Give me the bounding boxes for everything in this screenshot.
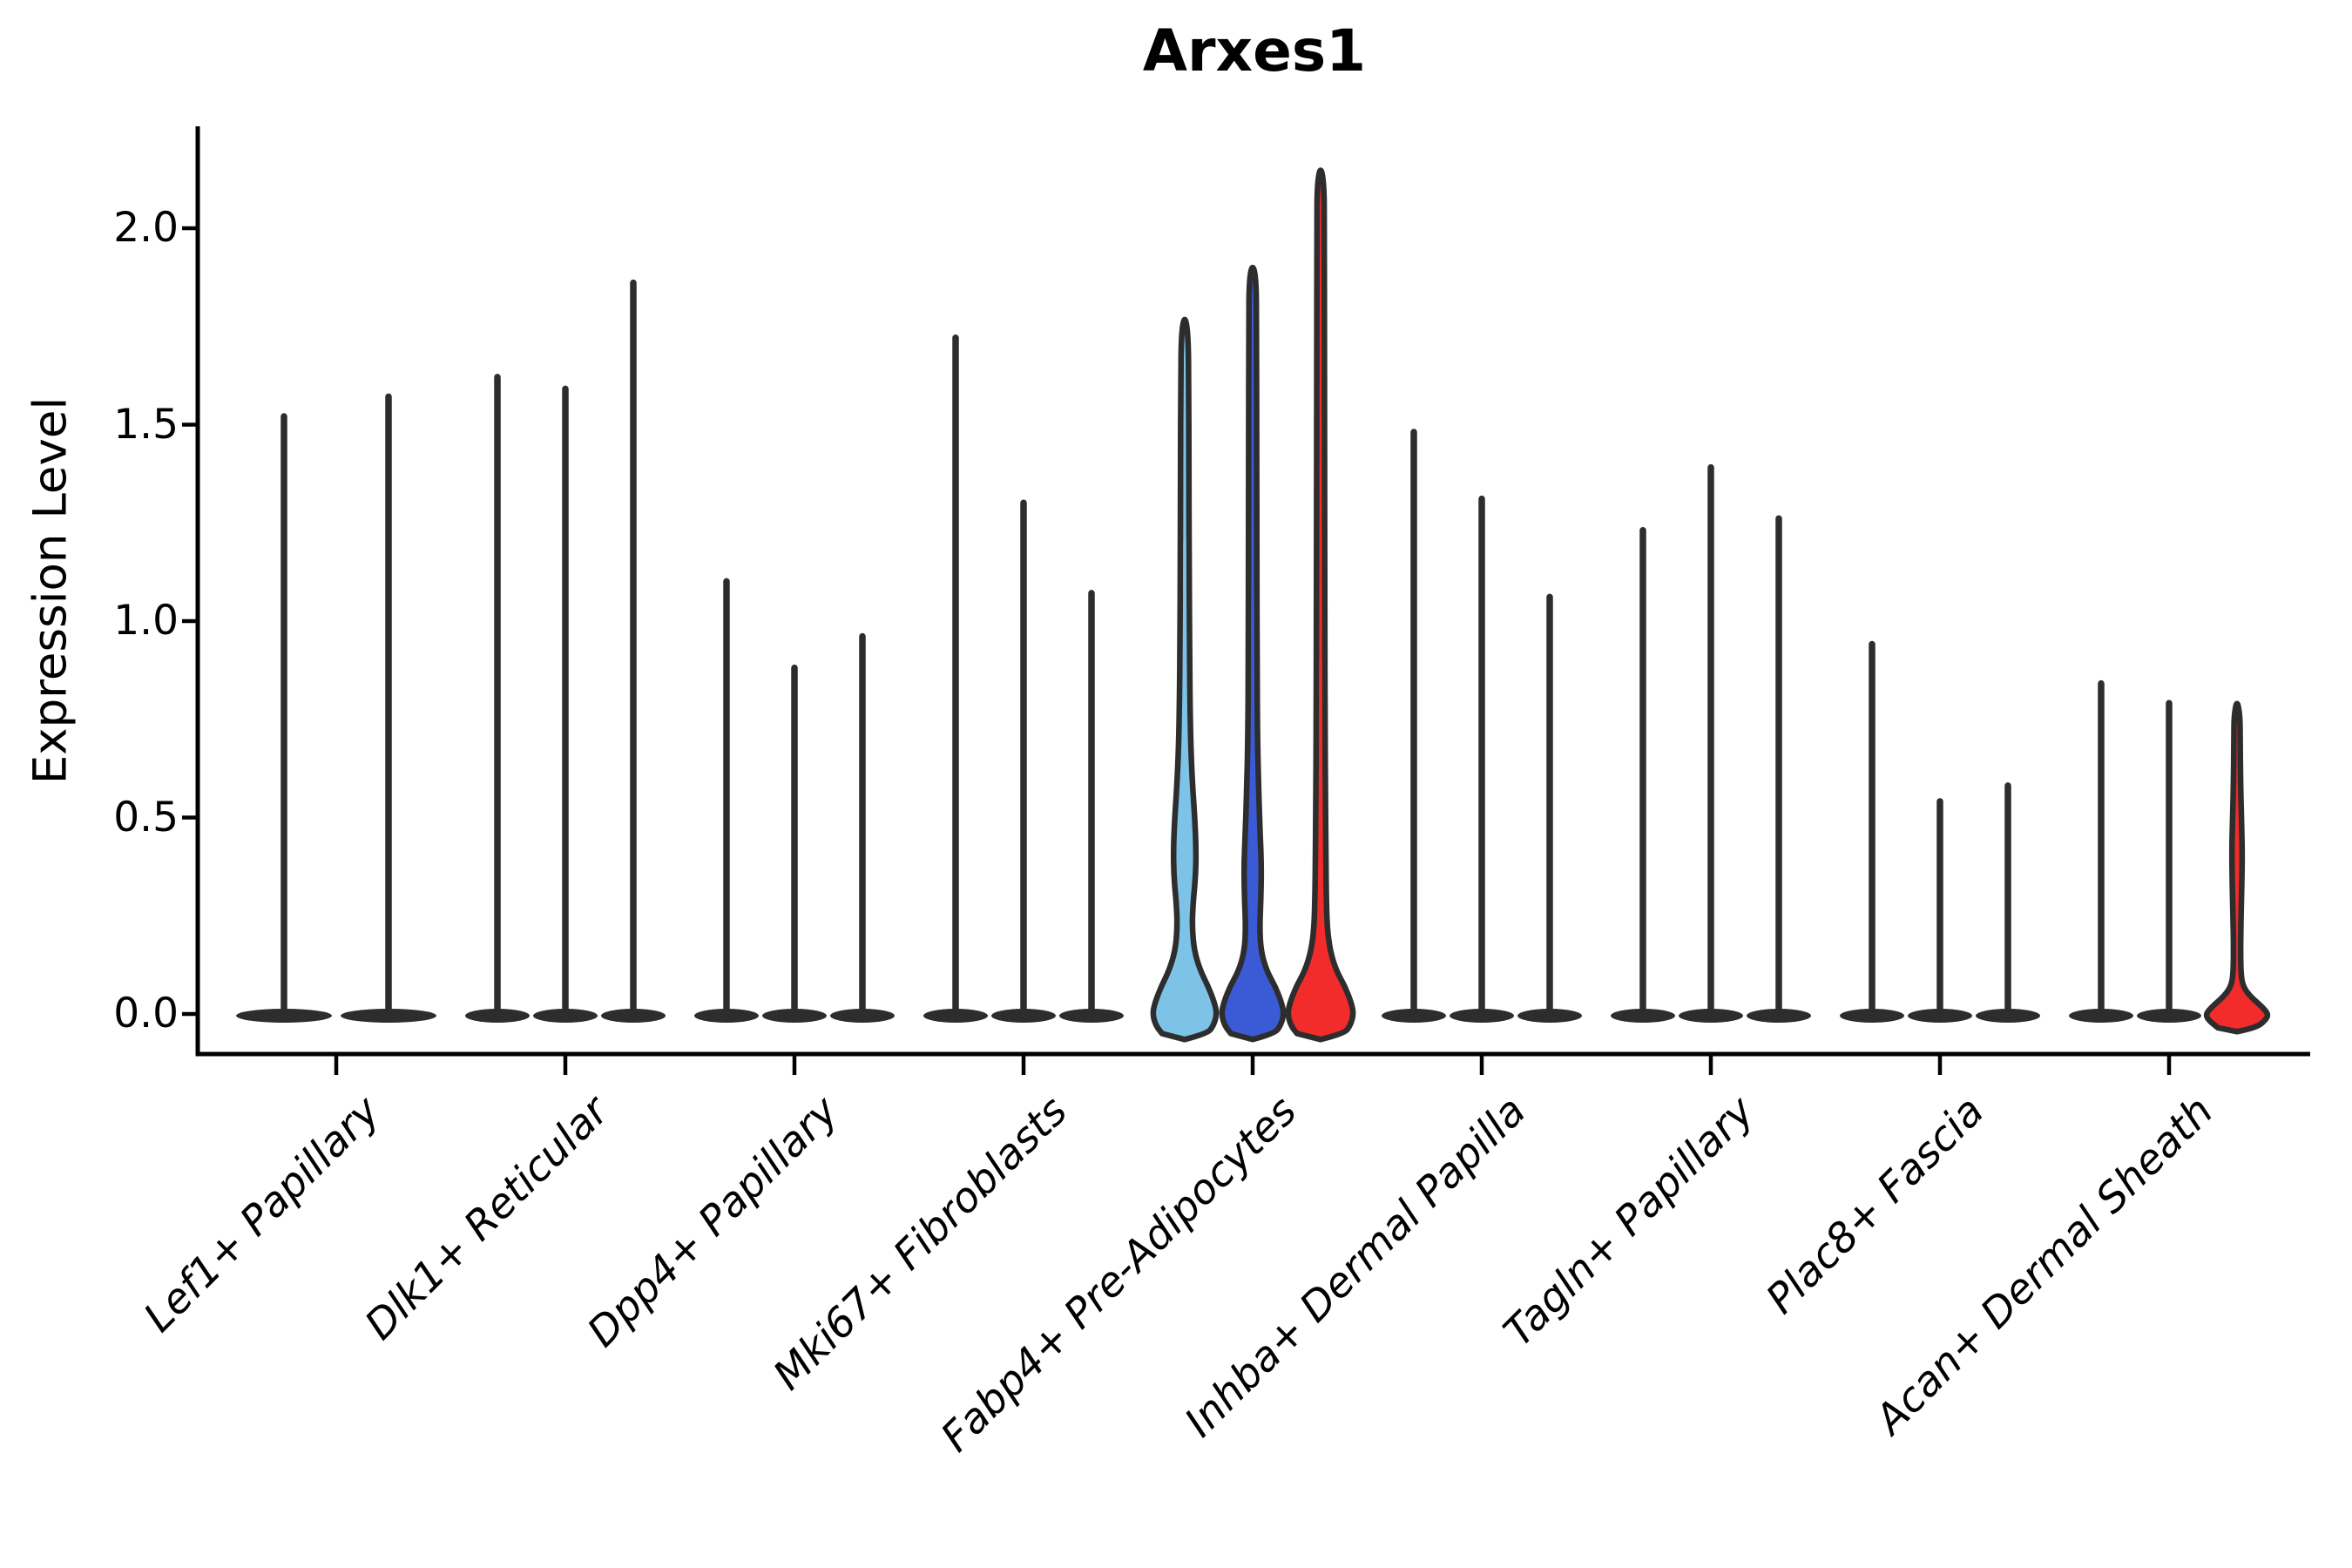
violin-filled bbox=[1285, 167, 1356, 1043]
y-tick-label: 1.5 bbox=[113, 400, 179, 449]
y-tick-label: 2.0 bbox=[113, 204, 179, 252]
chart-title: Arxes1 bbox=[1142, 17, 1367, 84]
y-tick-label: 0.0 bbox=[113, 990, 179, 1037]
violin-filled bbox=[2203, 700, 2271, 1035]
y-tick-label: 1.0 bbox=[113, 597, 179, 645]
y-tick-label: 0.5 bbox=[113, 793, 179, 841]
